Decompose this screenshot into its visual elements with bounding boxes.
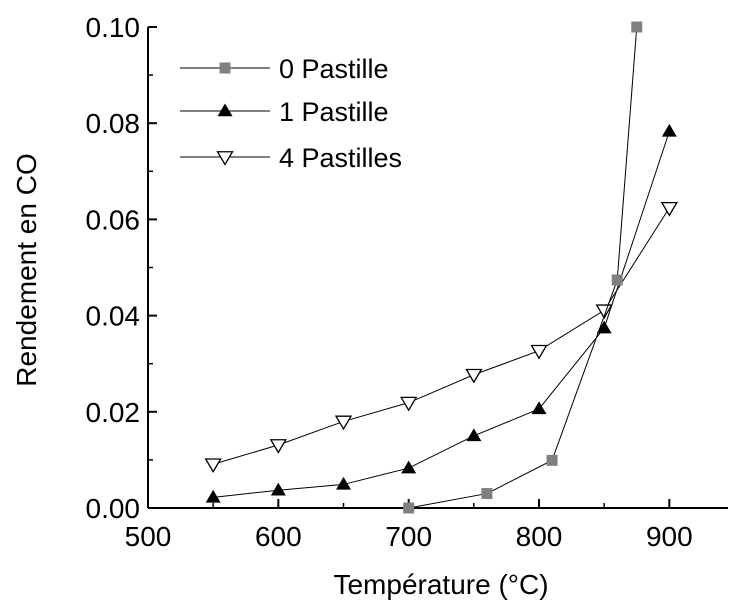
y-tick-label: 0.10 [86,12,141,43]
data-point [336,476,352,490]
x-tick-label: 900 [646,521,693,552]
data-point [401,460,417,474]
data-point [400,396,418,412]
y-tick-label: 0.08 [86,108,141,139]
data-point [661,123,677,137]
y-tick-label: 0.06 [86,204,141,235]
data-point [531,401,547,415]
y-tick-label: 0.04 [86,301,141,332]
y-axis-title: Rendement en CO [11,153,42,386]
data-point [546,454,558,466]
data-point [403,502,415,514]
data-point [530,344,548,360]
data-point [465,368,483,384]
data-point [205,489,221,503]
series-line [408,26,638,509]
legend-marker [217,103,233,117]
legend-label: 1 Pastille [279,97,389,127]
data-point [596,320,612,334]
series-line [213,207,670,465]
y-tick-label: 0.00 [86,493,141,524]
x-axis-title: Température (°C) [333,569,548,600]
legend-marker [219,62,231,74]
series-1 [205,123,677,503]
x-tick-label: 800 [516,521,563,552]
x-tick-label: 600 [255,521,302,552]
series-line [213,131,670,498]
x-tick-label: 500 [125,521,172,552]
x-tick-label: 700 [385,521,432,552]
data-point [204,458,222,474]
legend-label: 0 Pastille [279,54,389,84]
data-point [334,415,353,431]
series-2 [204,201,678,474]
series-0 [403,21,643,514]
data-point [631,21,643,33]
data-point [595,304,613,320]
legend-marker [216,151,234,166]
series-layer [204,21,678,514]
y-tick-label: 0.02 [86,397,141,428]
data-point [660,201,678,217]
data-point [466,428,482,442]
legend-label: 4 Pastilles [279,143,402,173]
axes: 500 600 700 800 900 0.00 0.02 0.04 0.06 0.08 0.10 [86,12,728,552]
legend: 0 Pastille 1 Pastille 4 Pastilles [180,54,402,173]
data-point [269,439,287,454]
data-point [481,488,493,500]
data-point [611,274,623,286]
data-point [270,482,286,496]
